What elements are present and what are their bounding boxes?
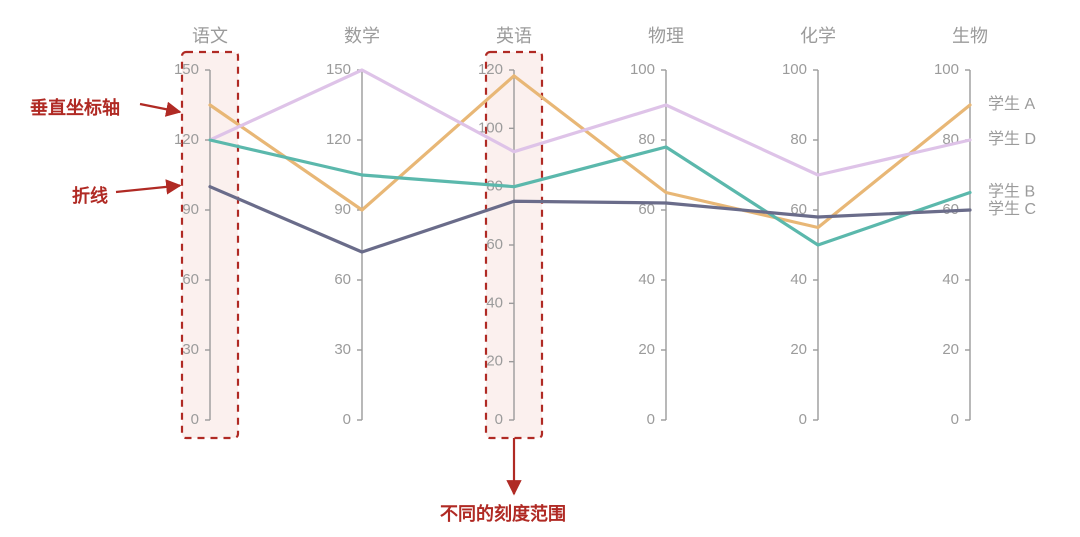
svg-text:80: 80 <box>638 131 655 148</box>
svg-text:学生 B: 学生 B <box>988 183 1035 201</box>
parallel-coordinates-chart: 0306090120150语文0306090120150数学0204060801… <box>0 0 1080 537</box>
svg-text:20: 20 <box>942 341 959 358</box>
svg-text:0: 0 <box>799 411 807 428</box>
svg-text:120: 120 <box>326 131 351 148</box>
svg-text:40: 40 <box>486 294 503 311</box>
svg-text:20: 20 <box>638 341 655 358</box>
svg-text:30: 30 <box>334 341 351 358</box>
svg-text:20: 20 <box>790 341 807 358</box>
svg-text:英语: 英语 <box>496 26 532 46</box>
svg-text:40: 40 <box>790 271 807 288</box>
svg-text:90: 90 <box>334 201 351 218</box>
svg-text:60: 60 <box>486 236 503 253</box>
svg-text:60: 60 <box>182 271 199 288</box>
chart-svg: 0306090120150语文0306090120150数学0204060801… <box>0 0 1080 537</box>
svg-text:数学: 数学 <box>344 26 380 46</box>
svg-text:90: 90 <box>182 201 199 218</box>
svg-text:30: 30 <box>182 341 199 358</box>
svg-text:0: 0 <box>951 411 959 428</box>
svg-text:40: 40 <box>942 271 959 288</box>
svg-text:学生 C: 学生 C <box>988 200 1036 218</box>
svg-text:60: 60 <box>334 271 351 288</box>
annotation-polyline: 折线 <box>72 182 108 208</box>
svg-text:0: 0 <box>191 411 199 428</box>
svg-text:生物: 生物 <box>952 26 988 46</box>
svg-text:120: 120 <box>478 61 503 78</box>
svg-text:0: 0 <box>647 411 655 428</box>
svg-text:物理: 物理 <box>648 26 684 46</box>
svg-text:20: 20 <box>486 353 503 370</box>
svg-text:学生 D: 学生 D <box>988 130 1036 148</box>
svg-text:150: 150 <box>174 61 199 78</box>
svg-text:120: 120 <box>174 131 199 148</box>
svg-text:100: 100 <box>934 61 959 78</box>
svg-text:40: 40 <box>638 271 655 288</box>
svg-text:0: 0 <box>343 411 351 428</box>
svg-text:0: 0 <box>495 411 503 428</box>
svg-text:语文: 语文 <box>192 26 228 46</box>
svg-text:化学: 化学 <box>800 26 836 46</box>
svg-text:100: 100 <box>782 61 807 78</box>
svg-text:80: 80 <box>790 131 807 148</box>
svg-text:100: 100 <box>630 61 655 78</box>
annotation-diff-scale: 不同的刻度范围 <box>440 500 566 526</box>
annotation-vertical-axis: 垂直坐标轴 <box>30 94 120 120</box>
svg-text:学生 A: 学生 A <box>988 95 1035 113</box>
